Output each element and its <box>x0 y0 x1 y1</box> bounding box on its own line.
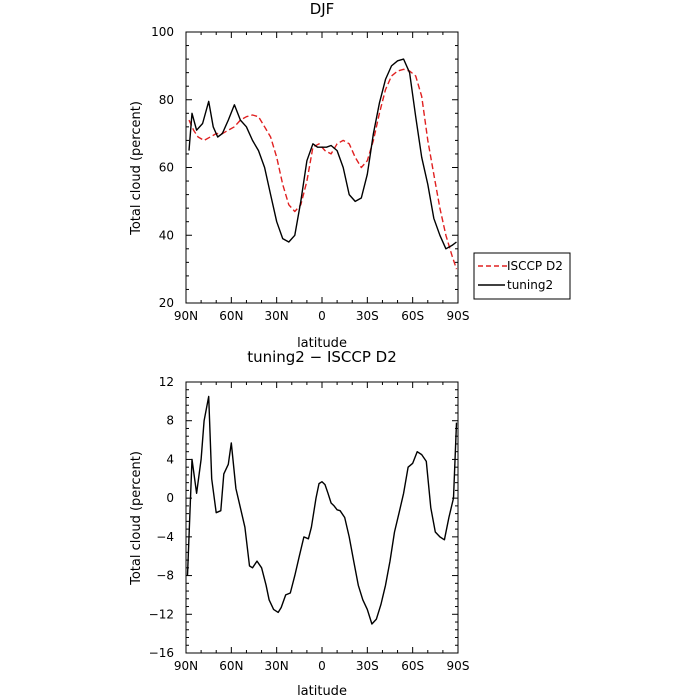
x-tick-label: 0 <box>318 659 326 673</box>
y-tick-label: 60 <box>159 161 174 175</box>
chart-top-x-axis-label: latitude <box>297 336 347 351</box>
x-tick-label: 30S <box>356 659 379 673</box>
x-tick-label: 60S <box>401 659 424 673</box>
x-tick-label: 60N <box>219 309 243 323</box>
x-tick-label: 90N <box>174 309 198 323</box>
y-tick-label: 40 <box>159 228 174 242</box>
legend-box <box>473 252 571 300</box>
series-line-difference <box>186 395 458 625</box>
y-tick-label: −4 <box>156 530 174 544</box>
x-tick-label: 60S <box>401 309 424 323</box>
y-tick-label: 4 <box>166 452 174 466</box>
y-tick-label: 20 <box>159 296 174 310</box>
y-tick-label: 12 <box>159 375 174 389</box>
x-tick-label: 30N <box>265 309 289 323</box>
legend-label-tuning2: tuning2 <box>507 278 553 292</box>
chart-bottom-y-axis-label: Total cloud (percent) <box>129 451 144 586</box>
chart-top-panel: DJF 90N 60N 30N 0 30S 60S 90S 20 40 60 80 100 latit… <box>129 0 571 351</box>
chart-bottom-series <box>186 395 458 625</box>
x-tick-label: 0 <box>318 309 326 323</box>
series-line-tuning2 <box>188 58 457 250</box>
y-tick-label: −16 <box>149 646 174 660</box>
chart-bottom-title: tuning2 − ISCCP D2 <box>247 348 397 366</box>
chart-top-ticks: 90N 60N 30N 0 30S 60S 90S 20 40 60 80 100 <box>151 25 469 323</box>
chart-top-plot-frame <box>185 31 459 304</box>
x-tick-label: 30N <box>265 659 289 673</box>
y-tick-label: 80 <box>159 93 174 107</box>
x-tick-label: 90S <box>447 659 470 673</box>
x-tick-label: 60N <box>219 659 243 673</box>
chart-top-y-axis-label: Total cloud (percent) <box>129 101 144 236</box>
y-tick-label: −12 <box>149 607 174 621</box>
chart-top-title: DJF <box>310 0 335 18</box>
chart-bottom-ticks: 90N 60N 30N 0 30S 60S 90S −16 −12 −8 −4 0 4 8 12 <box>149 375 470 673</box>
series-line-isccp-d2 <box>188 68 458 270</box>
x-tick-label: 90S <box>447 309 470 323</box>
y-tick-label: 100 <box>151 25 174 39</box>
chart-top-legend: ISCCP D2 tuning2 <box>473 252 571 300</box>
chart-top-series <box>188 58 458 270</box>
y-tick-label: 8 <box>166 414 174 428</box>
chart-bottom-plot-frame <box>185 381 459 654</box>
chart-bottom-panel: tuning2 − ISCCP D2 90N 60N 30N 0 30S 60S 90S −1… <box>129 348 469 699</box>
y-tick-label: 0 <box>166 491 174 505</box>
x-tick-label: 90N <box>174 659 198 673</box>
chart-bottom-x-axis-label: latitude <box>297 684 347 699</box>
x-tick-label: 30S <box>356 309 379 323</box>
y-tick-label: −8 <box>156 569 174 583</box>
legend-label-isccp: ISCCP D2 <box>507 259 563 273</box>
